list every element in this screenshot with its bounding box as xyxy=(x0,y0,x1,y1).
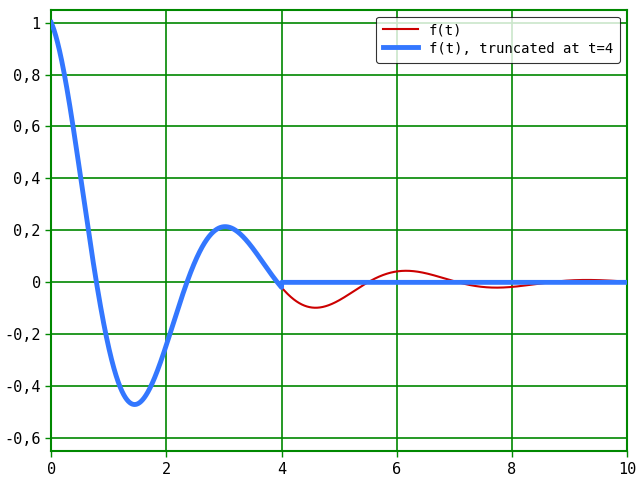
f(t), truncated at t=4 xyxy=(329,279,337,285)
f(t), truncated at t=4 xyxy=(161,348,168,354)
f(t), truncated at t=4 xyxy=(593,279,600,285)
f(t) xyxy=(623,279,631,285)
f(t) xyxy=(71,137,79,143)
f(t) xyxy=(593,277,600,283)
f(t), truncated at t=4 xyxy=(47,20,55,25)
f(t), truncated at t=4 xyxy=(623,279,631,285)
Legend: f(t), f(t), truncated at t=4: f(t), f(t), truncated at t=4 xyxy=(376,16,620,62)
f(t) xyxy=(161,348,168,354)
f(t) xyxy=(329,300,337,306)
f(t), truncated at t=4 xyxy=(71,137,79,143)
f(t) xyxy=(82,209,90,215)
f(t) xyxy=(47,20,55,25)
Line: f(t), truncated at t=4: f(t), truncated at t=4 xyxy=(51,23,627,405)
f(t), truncated at t=4 xyxy=(82,209,90,215)
f(t), truncated at t=4 xyxy=(131,402,138,408)
f(t) xyxy=(131,402,138,408)
f(t) xyxy=(50,26,58,32)
Line: f(t): f(t) xyxy=(51,23,627,405)
f(t), truncated at t=4 xyxy=(50,26,58,32)
